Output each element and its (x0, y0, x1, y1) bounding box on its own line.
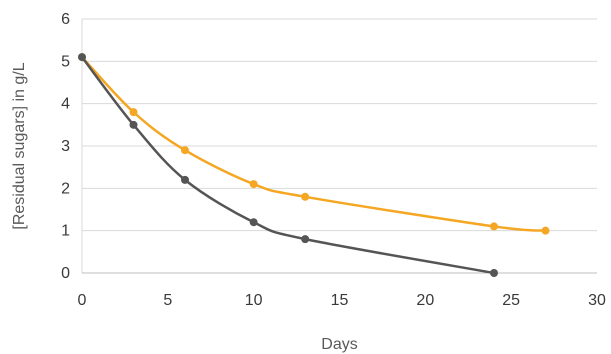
data-point (129, 108, 138, 117)
y-tick-label: 5 (61, 53, 70, 70)
y-tick-label: 4 (61, 96, 70, 113)
y-tick-labels: 0 1 2 3 4 5 6 (61, 11, 70, 282)
x-tick-label: 25 (502, 292, 520, 309)
x-tick-label: 15 (331, 292, 349, 309)
x-tick-label: 10 (245, 292, 263, 309)
x-tick-labels: 0 5 10 15 20 25 30 (78, 292, 606, 309)
y-tick-label: 3 (61, 138, 70, 155)
data-point (249, 180, 258, 189)
x-tick-label: 0 (78, 292, 87, 309)
data-point (490, 269, 498, 277)
series-line (80, 55, 496, 275)
x-axis-label: Days (321, 336, 357, 353)
series-group (78, 53, 550, 277)
x-tick-label: 20 (416, 292, 434, 309)
series-2 (78, 53, 498, 277)
gridlines (81, 18, 597, 273)
y-axis-label: [Residual sugars] in g/L (11, 62, 28, 229)
data-point (78, 53, 86, 62)
x-tick-label: 5 (163, 292, 172, 309)
data-point (490, 222, 498, 231)
data-point (301, 192, 310, 201)
y-tick-label: 1 (61, 223, 70, 240)
x-tick-label: 30 (588, 292, 606, 309)
data-point (301, 235, 310, 244)
y-tick-label: 6 (61, 11, 70, 28)
data-point (181, 175, 189, 184)
y-tick-label: 0 (61, 265, 70, 282)
data-point (181, 146, 189, 155)
data-point (249, 218, 258, 227)
data-point (129, 120, 138, 129)
y-tick-label: 2 (61, 180, 70, 197)
series-line (80, 55, 547, 232)
data-point (541, 226, 550, 235)
